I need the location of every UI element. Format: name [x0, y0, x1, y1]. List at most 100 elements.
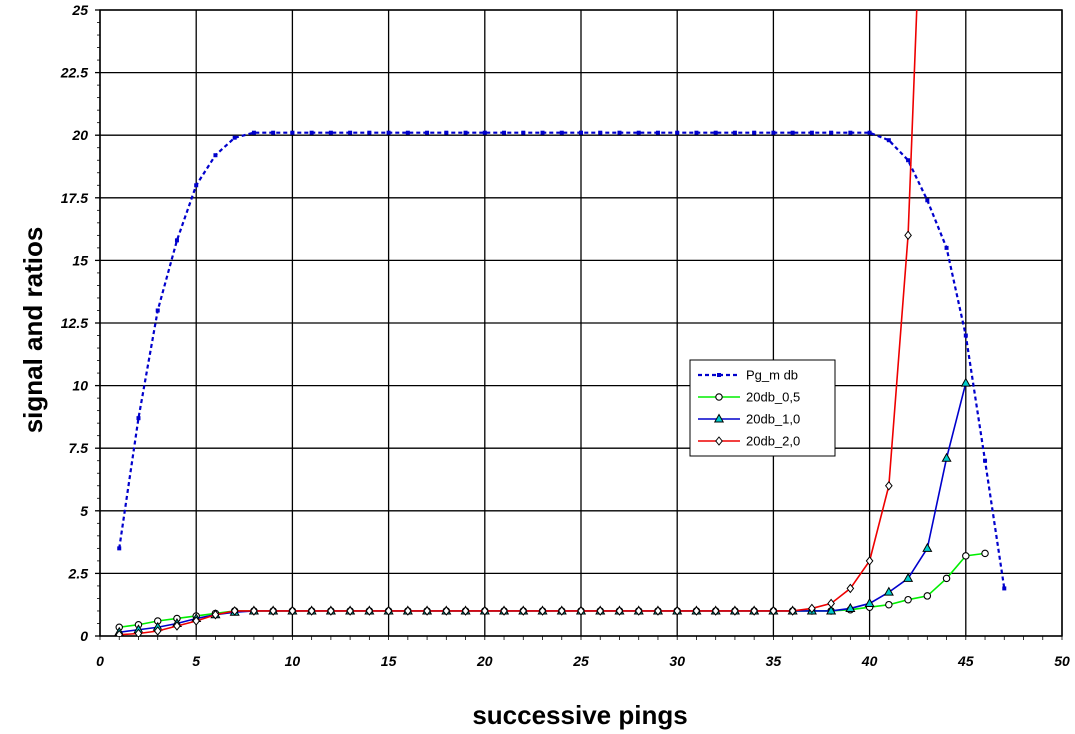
data-point — [115, 629, 124, 636]
y-tick-label: 12.5 — [61, 315, 88, 331]
data-point — [328, 130, 333, 135]
x-tick-label: 15 — [381, 653, 397, 669]
data-point — [960, 377, 971, 387]
data-point — [117, 546, 122, 551]
y-tick-label: 5 — [80, 503, 88, 519]
data-point — [809, 130, 814, 135]
data-point — [848, 130, 853, 135]
data-point — [790, 130, 795, 135]
x-tick-label: 30 — [669, 653, 685, 669]
data-point — [251, 130, 256, 135]
data-point — [752, 130, 757, 135]
data-point — [425, 130, 430, 135]
y-tick-label: 22.5 — [60, 65, 88, 81]
data-point — [636, 130, 641, 135]
data-point — [983, 458, 988, 463]
legend-marker — [713, 413, 725, 423]
data-point — [771, 130, 776, 135]
data-point — [192, 616, 201, 626]
data-point — [941, 452, 952, 462]
data-point — [596, 606, 605, 616]
data-point — [155, 308, 160, 313]
data-point — [731, 606, 739, 616]
data-point — [290, 130, 295, 135]
data-point — [211, 609, 220, 620]
data-point — [405, 130, 410, 135]
data-point — [944, 245, 949, 250]
data-point — [923, 592, 932, 600]
series-1 — [117, 130, 1007, 591]
data-point — [367, 130, 372, 135]
data-point — [348, 130, 353, 135]
data-point — [884, 480, 893, 491]
data-point — [365, 606, 374, 616]
data-point — [673, 606, 682, 616]
data-point — [962, 552, 970, 560]
data-point — [480, 606, 489, 616]
data-point — [981, 549, 989, 558]
data-point — [309, 130, 314, 135]
data-point — [230, 606, 239, 616]
data-point — [750, 606, 759, 616]
series-layer — [114, 10, 1007, 636]
data-point — [883, 586, 894, 596]
x-tick-label: 0 — [96, 653, 104, 669]
data-point — [174, 238, 179, 243]
data-point — [269, 606, 278, 616]
data-point — [925, 198, 930, 203]
data-point — [845, 602, 856, 612]
data-point — [808, 603, 816, 614]
x-tick-label: 10 — [285, 653, 301, 669]
data-point — [502, 130, 507, 135]
data-point — [307, 606, 316, 616]
data-point — [827, 598, 835, 609]
legend-item: 20db_2,0 — [698, 434, 800, 449]
data-point — [442, 606, 451, 616]
data-point — [538, 606, 547, 616]
x-axis-ticks: 0 5 10 15 20 25 30 35 40 45 50 — [96, 636, 1070, 669]
data-point — [963, 333, 968, 338]
data-point — [521, 130, 526, 135]
x-axis-label: successive pings — [472, 700, 687, 730]
legend-marker — [717, 373, 721, 377]
data-point — [213, 153, 218, 158]
data-point — [232, 135, 237, 140]
y-tick-label: 20 — [71, 127, 88, 143]
legend-item: 20db_0,5 — [698, 390, 800, 405]
series-4 — [115, 10, 918, 636]
data-point — [865, 556, 874, 566]
legend-item: Pg_m db — [698, 368, 798, 383]
data-point — [386, 130, 391, 135]
y-tick-label: 25 — [71, 2, 88, 18]
x-tick-label: 40 — [861, 653, 878, 669]
data-point — [461, 606, 470, 616]
data-point — [732, 130, 737, 135]
data-point — [173, 621, 181, 631]
data-point — [559, 130, 564, 135]
y-tick-label: 0 — [80, 628, 88, 644]
data-point — [942, 574, 951, 583]
x-tick-label: 25 — [572, 653, 589, 669]
data-point — [885, 600, 893, 609]
data-point — [692, 606, 701, 616]
data-point — [288, 606, 297, 616]
data-point — [500, 606, 508, 616]
y-tick-label: 7.5 — [69, 440, 89, 456]
y-tick-label: 15 — [72, 252, 88, 268]
data-point — [675, 130, 680, 135]
data-point — [886, 138, 891, 143]
data-point — [615, 606, 624, 616]
data-point — [403, 606, 412, 616]
x-tick-label: 5 — [192, 653, 200, 669]
legend-marker — [715, 393, 723, 401]
data-point — [846, 583, 855, 594]
data-point — [694, 130, 699, 135]
legend-label: 20db_1,0 — [746, 412, 800, 427]
data-point — [903, 572, 914, 582]
data-point — [463, 130, 468, 135]
data-point — [598, 130, 603, 135]
data-point — [1002, 586, 1007, 591]
data-point — [577, 606, 585, 616]
data-point — [423, 606, 431, 616]
data-point — [904, 230, 912, 241]
